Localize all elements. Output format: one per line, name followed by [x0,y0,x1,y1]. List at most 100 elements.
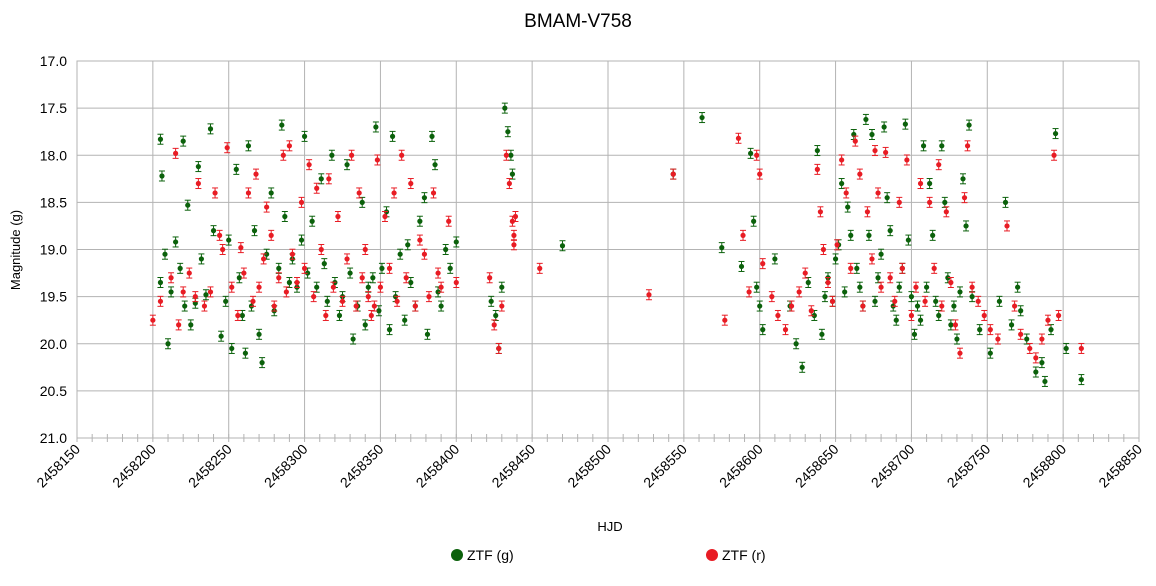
y-tick-label: 18.0 [40,147,67,163]
data-point-g [180,135,187,147]
data-point-g [218,330,225,342]
data-point-g [233,163,240,175]
data-point-g [488,295,495,307]
data-point-r [256,281,263,293]
data-point-r [875,187,882,199]
data-point-r [348,149,355,161]
data-point-r [377,281,384,293]
x-tick-label: 2458150 [33,441,83,491]
data-point-g [198,253,205,265]
data-point-r [926,196,933,208]
data-point-g [309,215,316,227]
data-point-r [1017,328,1024,340]
data-point-r [1011,300,1018,312]
data-point-r [961,192,968,204]
data-point-g [756,300,763,312]
data-point-g [1017,305,1024,317]
data-point-g [372,121,379,133]
data-point-r [407,178,414,190]
data-point-r [286,140,293,152]
data-point-r [975,295,982,307]
y-axis-title: Magnitude (g) [8,210,23,290]
data-point-r [301,262,308,274]
data-point-r [852,135,859,147]
data-point-g [177,262,184,274]
data-point-r [344,253,351,265]
data-point-r [268,229,275,241]
data-point-g [996,295,1003,307]
data-point-g [759,324,766,336]
data-point-g [187,319,194,331]
y-axis-ticks: 17.0 17.5 18.0 18.5 19.0 19.5 20.0 20.5 21.0 [40,53,67,446]
data-point-r [509,215,516,227]
data-point-r [359,272,366,284]
data-point-r [438,281,445,293]
data-point-r [310,291,317,303]
data-point-g [401,314,408,326]
data-point-g [389,130,396,142]
data-point-g [321,258,328,270]
data-point-g [313,281,320,293]
data-point-r [330,281,337,293]
data-point-r [180,286,187,298]
data-point-r [510,239,517,251]
data-point-g [161,248,168,260]
data-point-r [510,229,517,241]
data-point-g [350,333,357,345]
data-point-r [365,291,372,303]
data-point-g [228,342,235,354]
data-point-g [195,161,202,173]
data-point-r [293,276,300,288]
data-point-g [847,229,854,241]
x-tick-label: 2458500 [564,441,614,491]
x-tick-label: 2458700 [868,441,918,491]
data-point-g [424,328,431,340]
series-zfr-points [149,132,1085,364]
data-point-g [887,225,894,237]
data-point-r [371,300,378,312]
data-point-r [416,234,423,246]
data-point-r [394,295,401,307]
data-point-r [212,187,219,199]
data-point-r [903,154,910,166]
data-point-g [210,225,217,237]
data-point-g [941,196,948,208]
data-point-r [891,295,898,307]
data-point-g [344,159,351,171]
data-point-r [503,149,510,161]
data-point-r [994,333,1001,345]
data-point-g [868,129,875,141]
data-point-g [1048,324,1055,336]
data-point-g [917,314,924,326]
data-point-g [935,309,942,321]
x-tick-label: 2458250 [185,441,235,491]
data-point-r [753,149,760,161]
data-point-g [404,239,411,251]
data-point-g [328,149,335,161]
data-point-r [224,142,231,154]
data-point-r [403,272,410,284]
legend-label-g: ZTF (g) [467,547,514,563]
data-point-g [850,129,857,141]
data-point-r [453,276,460,288]
data-point-r [506,178,513,190]
data-point-g [1078,374,1085,386]
data-point-g [1063,342,1070,354]
data-point-g [369,272,376,284]
data-point-g [359,196,366,208]
data-point-r [172,147,179,159]
data-point-r [969,281,976,293]
data-point-g [492,309,499,321]
data-point-g [818,328,825,340]
data-point-r [859,300,866,312]
data-point-g [1038,357,1045,369]
data-point-g [966,119,973,131]
data-point-r [313,182,320,194]
data-point-g [559,240,566,252]
data-point-g [281,211,288,223]
data-point-r [782,324,789,336]
data-point-r [956,347,963,359]
data-point-r [872,145,879,157]
data-point-r [240,267,247,279]
data-point-r [362,244,369,255]
